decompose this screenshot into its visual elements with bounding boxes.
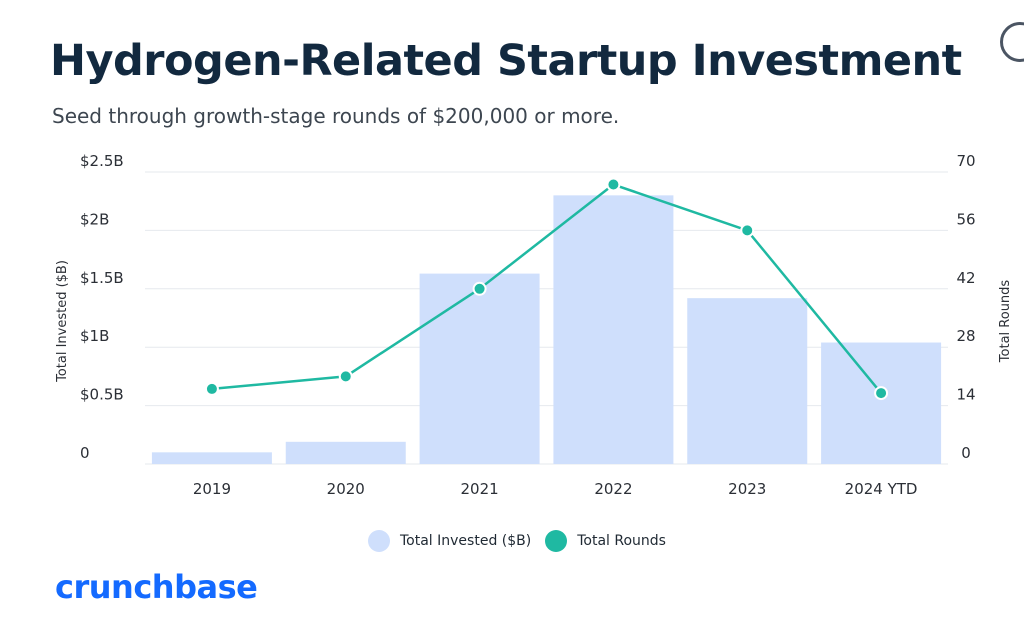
left-axis-tick-label: $1B bbox=[80, 327, 109, 345]
x-axis-tick-label: 2019 bbox=[193, 480, 231, 498]
right-axis-tick-label: 70 bbox=[956, 152, 975, 170]
combo-chart: 0 $0.5B $1B $1.5B $2B $2.5B 0 14 28 42 56 70 Total I… bbox=[55, 152, 1013, 498]
left-axis-tick-label: $0.5B bbox=[80, 386, 124, 404]
bar bbox=[687, 298, 808, 464]
crunchbase-logo: crunchbase bbox=[55, 568, 258, 606]
line-point bbox=[472, 281, 487, 296]
x-axis-tick-label: 2020 bbox=[327, 480, 365, 498]
x-axis-tick-label: 2022 bbox=[594, 480, 632, 498]
right-axis-title: Total Rounds bbox=[998, 280, 1013, 364]
left-axis-title: Total Invested ($B) bbox=[55, 260, 70, 383]
right-axis-tick-label: 0 bbox=[961, 444, 971, 462]
right-axis-tick-label: 56 bbox=[956, 210, 975, 228]
line-point bbox=[338, 369, 353, 384]
line-point bbox=[204, 381, 219, 396]
left-axis-tick-label: $2.5B bbox=[80, 152, 124, 170]
line-point bbox=[606, 177, 621, 192]
legend-label-rounds: Total Rounds bbox=[577, 533, 666, 549]
x-axis-tick-label: 2021 bbox=[460, 480, 498, 498]
legend-label-invested: Total Invested ($B) bbox=[400, 533, 532, 549]
chart-legend: Total Invested ($B) Total Rounds bbox=[368, 530, 680, 552]
x-axis-tick-label: 2024 YTD bbox=[845, 480, 918, 498]
legend-item-rounds: Total Rounds bbox=[545, 530, 666, 552]
legend-item-invested: Total Invested ($B) bbox=[368, 530, 531, 552]
right-axis-tick-label: 28 bbox=[956, 327, 975, 345]
line-point bbox=[740, 223, 755, 238]
left-axis-tick-label: $2B bbox=[80, 210, 109, 228]
chart-subtitle: Seed through growth-stage rounds of $200… bbox=[52, 104, 620, 128]
bar bbox=[553, 195, 674, 465]
bar bbox=[285, 441, 406, 464]
chart-title: Hydrogen-Related Startup Investment bbox=[50, 36, 962, 86]
bar bbox=[151, 452, 272, 464]
left-axis-tick-label: $1.5B bbox=[80, 269, 124, 287]
corner-circle-icon bbox=[1000, 22, 1024, 62]
legend-swatch-bar bbox=[368, 530, 390, 552]
left-axis-tick-label: 0 bbox=[80, 444, 90, 462]
right-axis-tick-label: 14 bbox=[956, 386, 975, 404]
x-axis-tick-label: 2023 bbox=[728, 480, 766, 498]
legend-swatch-line bbox=[545, 530, 568, 552]
bar bbox=[419, 273, 540, 464]
right-axis-tick-label: 42 bbox=[956, 269, 975, 287]
line-point bbox=[874, 386, 889, 401]
bar bbox=[821, 342, 942, 464]
series-line bbox=[211, 183, 883, 394]
